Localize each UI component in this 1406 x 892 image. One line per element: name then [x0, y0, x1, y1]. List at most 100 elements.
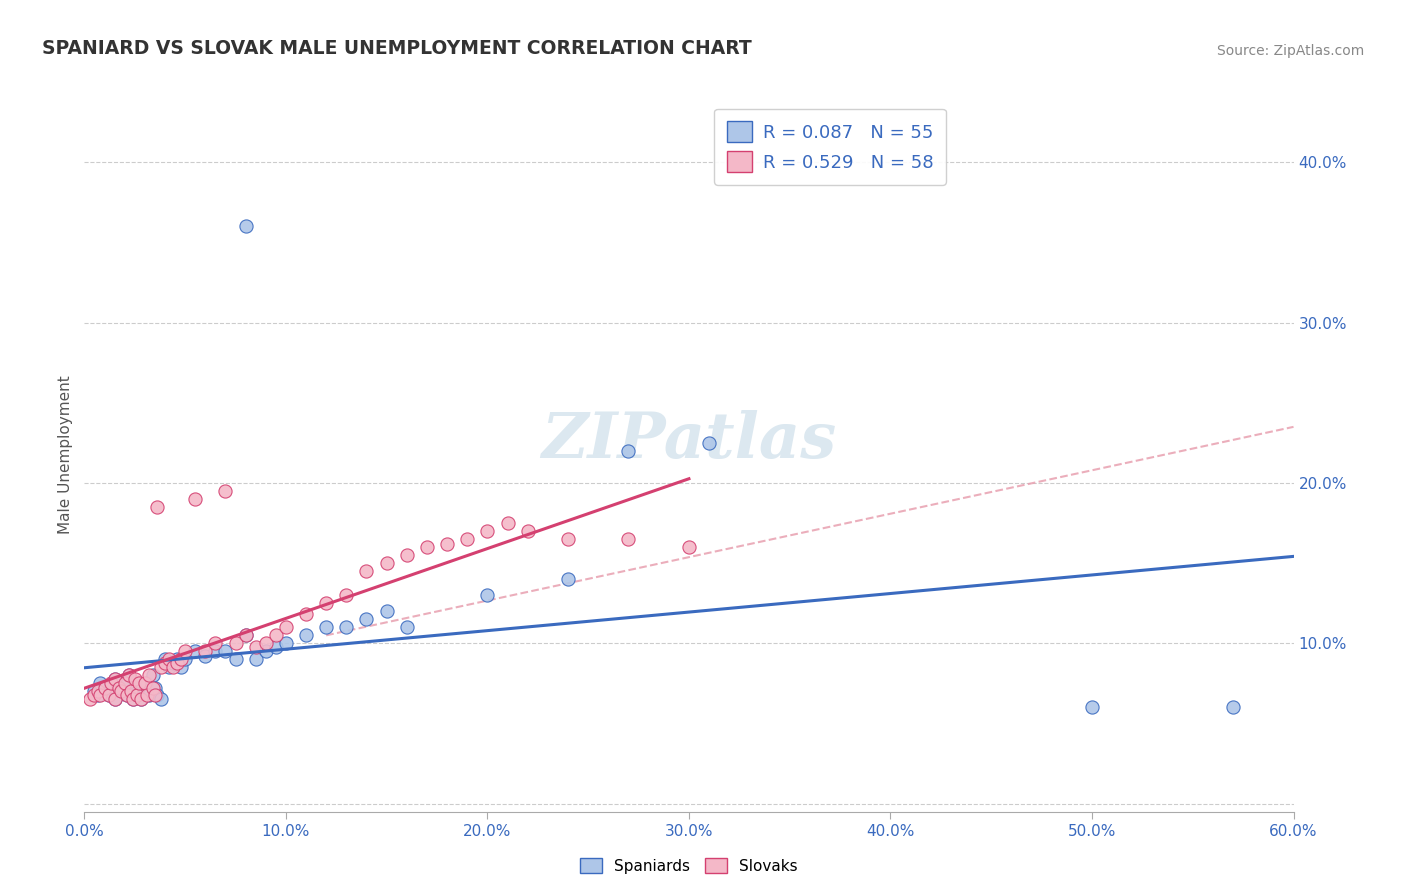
Point: [153, 652, 176, 666]
Point: [104, 672, 127, 686]
Point: [89, 688, 111, 702]
Point: [617, 532, 640, 546]
Point: [149, 660, 172, 674]
Point: [157, 660, 180, 674]
Point: [87, 688, 110, 702]
Point: [496, 516, 519, 530]
Point: [477, 524, 499, 538]
Point: [104, 672, 127, 686]
Point: [83, 684, 105, 698]
Point: [477, 588, 499, 602]
Point: [110, 684, 132, 698]
Point: [138, 668, 160, 682]
Point: [100, 680, 122, 694]
Point: [235, 219, 257, 234]
Point: [143, 681, 166, 696]
Point: [143, 688, 166, 702]
Point: [166, 652, 188, 666]
Point: [135, 688, 157, 702]
Point: [97, 688, 120, 702]
Point: [124, 672, 146, 686]
Point: [115, 688, 138, 702]
Y-axis label: Male Unemployment: Male Unemployment: [58, 376, 73, 534]
Point: [697, 436, 720, 450]
Point: [254, 636, 277, 650]
Point: [107, 681, 129, 696]
Point: [128, 681, 150, 696]
Point: [335, 588, 357, 602]
Point: [162, 656, 184, 670]
Point: [100, 676, 122, 690]
Point: [274, 620, 297, 634]
Point: [146, 688, 169, 702]
Point: [97, 688, 120, 702]
Point: [557, 532, 579, 546]
Point: [174, 652, 197, 666]
Point: [214, 644, 236, 658]
Point: [245, 652, 267, 666]
Point: [235, 628, 257, 642]
Point: [120, 684, 142, 698]
Point: [125, 688, 148, 702]
Point: [416, 540, 439, 554]
Point: [118, 668, 141, 682]
Point: [124, 676, 146, 690]
Point: [149, 692, 172, 706]
Point: [315, 620, 337, 634]
Point: [516, 524, 538, 538]
Point: [114, 676, 136, 690]
Point: [375, 556, 398, 570]
Point: [456, 532, 478, 546]
Point: [194, 644, 217, 658]
Point: [125, 688, 148, 702]
Point: [118, 668, 141, 682]
Point: [114, 676, 136, 690]
Point: [395, 620, 418, 634]
Point: [678, 540, 700, 554]
Point: [356, 612, 378, 626]
Point: [395, 548, 418, 562]
Point: [87, 684, 110, 698]
Point: [128, 676, 150, 690]
Point: [170, 652, 193, 666]
Point: [142, 668, 165, 682]
Point: [436, 537, 458, 551]
Point: [135, 676, 157, 690]
Point: [245, 640, 267, 654]
Text: Source: ZipAtlas.com: Source: ZipAtlas.com: [1216, 44, 1364, 58]
Point: [138, 688, 160, 702]
Point: [264, 640, 287, 654]
Point: [214, 483, 236, 498]
Point: [375, 604, 398, 618]
Point: [157, 652, 180, 666]
Point: [356, 564, 378, 578]
Point: [110, 684, 132, 698]
Point: [162, 660, 184, 674]
Point: [120, 684, 142, 698]
Point: [225, 636, 247, 650]
Point: [93, 681, 115, 696]
Text: SPANIARD VS SLOVAK MALE UNEMPLOYMENT CORRELATION CHART: SPANIARD VS SLOVAK MALE UNEMPLOYMENT COR…: [42, 39, 752, 58]
Point: [93, 681, 115, 696]
Point: [129, 692, 152, 706]
Point: [254, 644, 277, 658]
Point: [104, 692, 127, 706]
Point: [617, 444, 640, 458]
Point: [121, 692, 143, 706]
Point: [121, 692, 143, 706]
Point: [225, 652, 247, 666]
Point: [335, 620, 357, 634]
Point: [194, 649, 217, 664]
Point: [204, 636, 226, 650]
Legend: Spaniards, Slovaks: Spaniards, Slovaks: [574, 852, 804, 880]
Point: [184, 491, 207, 506]
Point: [142, 681, 165, 696]
Point: [134, 676, 156, 690]
Point: [174, 644, 197, 658]
Point: [104, 692, 127, 706]
Point: [170, 660, 193, 674]
Point: [107, 681, 129, 696]
Point: [89, 676, 111, 690]
Point: [295, 628, 318, 642]
Point: [83, 688, 105, 702]
